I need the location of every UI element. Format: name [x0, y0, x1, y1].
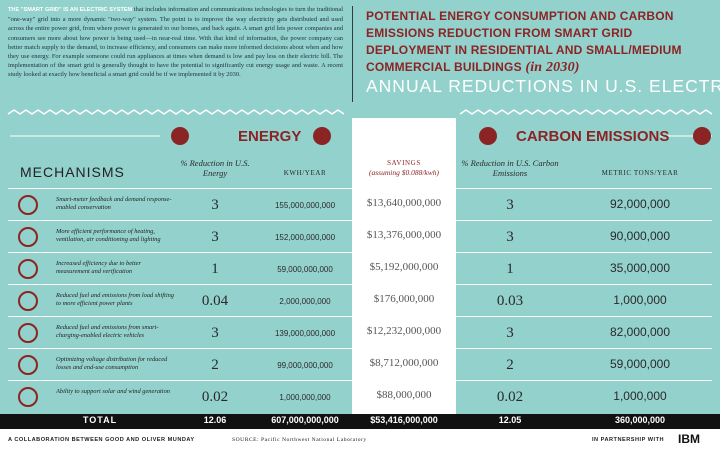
mechanism: Ability to support solar and wind genera…	[56, 388, 170, 395]
table-cell: 1,000,000	[613, 293, 667, 307]
header-cell: SAVINGS	[387, 159, 421, 167]
table-cell: 0.02	[201, 389, 229, 405]
mechanism: Increased efficiency due to better measu…	[56, 260, 141, 275]
table-cell: 3	[211, 229, 219, 245]
table-cell: 3	[506, 229, 514, 245]
intro-text: that includes information and communicat…	[8, 6, 343, 79]
row-icon	[18, 259, 38, 279]
zigzag	[7, 109, 345, 115]
row-icon	[18, 195, 38, 215]
header-cell: % Reduction in U.S. Carbon Emissions	[461, 158, 559, 178]
mechanism: Reduced fuel and emissions from smart-ch…	[56, 324, 159, 339]
header-cell: METRIC TONS/YEAR	[601, 169, 679, 177]
divider	[352, 6, 353, 102]
row-icon	[18, 323, 38, 343]
total-cell: TOTAL	[82, 415, 118, 425]
table-cell: $5,192,000,000	[369, 261, 439, 273]
row-icon	[18, 227, 38, 247]
table-cell: 1,000,000	[613, 389, 667, 403]
table-cell: 2,000,000,000	[279, 297, 331, 306]
table-cell: 0.04	[201, 293, 229, 309]
total-cell: $53,416,000,000	[370, 415, 438, 425]
table-cell: 82,000,000	[609, 325, 671, 339]
section-carbon: CARBON EMISSIONS	[516, 128, 670, 145]
credit: A COLLABORATION BETWEEN GOOD AND OLIVER …	[8, 437, 195, 443]
header-cell: KWH/YEAR	[283, 169, 327, 177]
table-cell: 155,000,000,000	[274, 201, 336, 210]
mechanism: More efficient performance of heating, v…	[56, 228, 161, 243]
decor	[7, 109, 713, 145]
source: SOURCE: Pacific Northwest National Labor…	[232, 437, 367, 443]
total-row	[0, 414, 720, 429]
row-icon	[18, 355, 38, 375]
row-separator	[8, 316, 712, 317]
table-cell: 1	[211, 261, 219, 277]
row-separator	[8, 284, 712, 285]
icon	[313, 127, 331, 145]
title: POTENTIAL ENERGY CONSUMPTION AND CARBON …	[366, 8, 711, 76]
row-separator	[8, 220, 712, 221]
zigzag	[459, 109, 713, 115]
row-icon	[18, 387, 38, 407]
subtitle: ANNUAL REDUCTIONS IN U.S. ELECTRICITY	[366, 76, 720, 96]
table-cell: 1,000,000,000	[279, 393, 331, 402]
table-cell: 90,000,000	[609, 229, 671, 243]
table-cell: $13,640,000,000	[366, 197, 442, 209]
icon	[171, 127, 189, 145]
table-cell: $88,000,000	[376, 389, 432, 401]
intro: THE "SMART GRID" IS AN ELECTRIC SYSTEM t…	[8, 5, 343, 80]
table-cell: 1	[506, 261, 514, 277]
header-cell: % Reduction in U.S. Energy	[180, 158, 250, 178]
title-text: POTENTIAL ENERGY CONSUMPTION AND CARBON …	[366, 9, 682, 74]
table-cell: 2	[211, 357, 219, 373]
table-cell: 3	[506, 325, 514, 341]
icon	[479, 127, 497, 145]
savings-column	[352, 118, 456, 414]
table-cell: 35,000,000	[609, 261, 671, 275]
table-cell: 152,000,000,000	[274, 233, 336, 242]
table-cell: 0.02	[496, 389, 524, 405]
table-cell: 3	[506, 197, 514, 213]
total-cell: 12.06	[203, 415, 227, 425]
row-icon	[18, 291, 38, 311]
row-separator	[8, 188, 712, 189]
header-cell: MECHANISMS	[20, 164, 125, 180]
mechanism: Smart-meter feedback and demand response…	[56, 196, 172, 211]
table-cell: $176,000,000	[373, 293, 435, 305]
table-cell: 59,000,000	[609, 357, 671, 371]
section-energy: ENERGY	[238, 128, 302, 145]
title-year: (in 2030)	[525, 60, 580, 75]
total-cell: 607,000,000,000	[271, 415, 339, 425]
logo: IBM	[678, 432, 700, 446]
table-cell: $8,712,000,000	[369, 357, 439, 369]
table-cell: 3	[211, 325, 219, 341]
total-cell: 360,000,000	[614, 415, 666, 425]
row-separator	[8, 348, 712, 349]
mechanism: Optimizing voltage distribution for redu…	[56, 356, 168, 371]
table-cell: 2	[506, 357, 514, 373]
row-separator	[8, 380, 712, 381]
table-cell: 139,000,000,000	[274, 329, 336, 338]
table-cell: $13,376,000,000	[366, 229, 442, 241]
table-cell: 0.03	[496, 293, 524, 309]
table-cell: 92,000,000	[609, 197, 671, 211]
table-cell: 59,000,000,000	[277, 265, 333, 274]
total-cell: 12.05	[498, 415, 522, 425]
mechanism: Reduced fuel and emissions from load shi…	[56, 292, 174, 307]
table-cell: 99,000,000,000	[277, 361, 333, 370]
partner: IN PARTNERSHIP WITH	[592, 437, 665, 443]
row-separator	[8, 252, 712, 253]
header-note: (assuming $0.088/kwh)	[369, 168, 439, 177]
table-cell: $12,232,000,000	[366, 325, 442, 337]
icon	[693, 127, 711, 145]
table-cell: 3	[211, 197, 219, 213]
intro-lead: THE "SMART GRID" IS AN ELECTRIC SYSTEM	[8, 7, 133, 13]
